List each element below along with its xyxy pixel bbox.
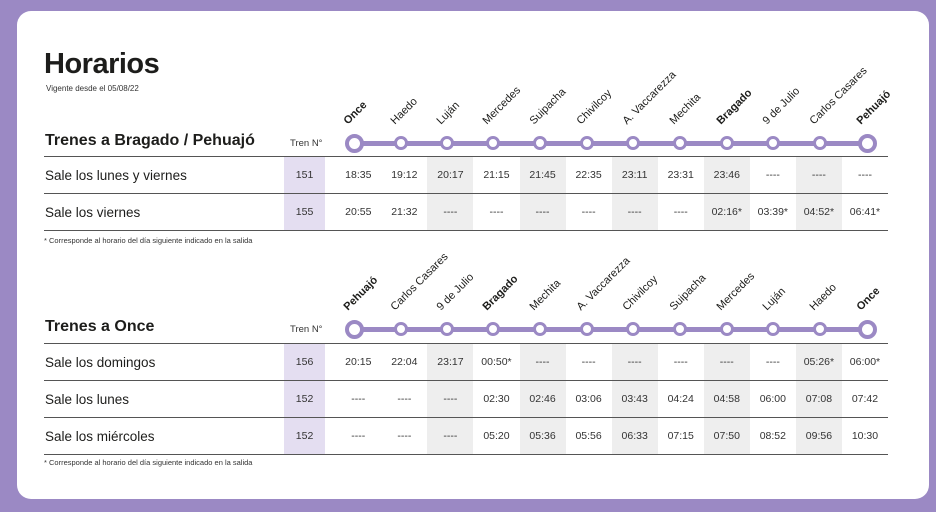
valid-since: Vigente desde el 05/08/22 — [46, 84, 139, 93]
schedule-card — [17, 11, 929, 499]
page-title: Horarios — [44, 48, 160, 80]
